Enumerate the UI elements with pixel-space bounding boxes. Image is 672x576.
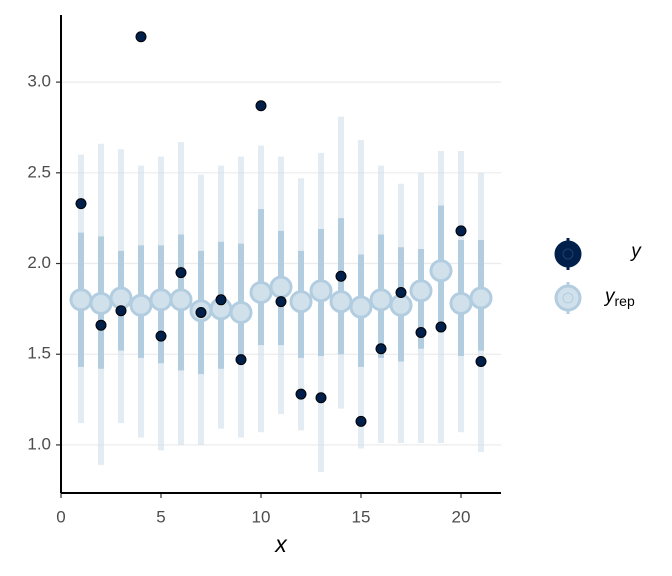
x-tick-label: 20 xyxy=(452,507,471,526)
y-tick-label: 2.0 xyxy=(27,253,51,272)
legend-label: yrep xyxy=(603,286,635,309)
x-tick-label: 15 xyxy=(352,507,371,526)
y-point xyxy=(215,294,227,306)
legend-key xyxy=(554,284,582,312)
y-point xyxy=(95,319,107,331)
yrep-median xyxy=(369,288,393,312)
y-point xyxy=(415,326,427,338)
y-point xyxy=(435,321,447,333)
y-point xyxy=(315,392,327,404)
yrep-median xyxy=(349,295,373,319)
y-point xyxy=(475,355,487,367)
y-point xyxy=(375,343,387,355)
y-point xyxy=(75,198,87,210)
y-point xyxy=(295,388,307,400)
y-point xyxy=(355,415,367,427)
y-point xyxy=(455,225,467,237)
yrep-median xyxy=(149,288,173,312)
legend-label: y xyxy=(629,241,642,262)
x-tick-label: 5 xyxy=(156,507,165,526)
y-tick-label: 3.0 xyxy=(27,72,51,91)
x-axis-title: x xyxy=(274,531,288,557)
y-point xyxy=(335,270,347,282)
legend-key-inner xyxy=(562,248,574,260)
yrep-median xyxy=(69,288,93,312)
yrep-median xyxy=(449,291,473,315)
x-tick-label: 0 xyxy=(56,507,65,526)
y-point xyxy=(275,296,287,308)
yrep-median xyxy=(289,290,313,314)
yrep-median xyxy=(409,279,433,303)
yrep-median xyxy=(429,259,453,283)
x-tick-label: 10 xyxy=(252,507,271,526)
y-point xyxy=(195,307,207,319)
yrep-median xyxy=(269,275,293,299)
y-point xyxy=(255,100,267,112)
y-tick-label: 1.5 xyxy=(27,344,51,363)
yrep-median xyxy=(89,291,113,315)
yrep-median xyxy=(229,301,253,325)
y-point xyxy=(395,287,407,299)
y-tick-label: 2.5 xyxy=(27,162,51,181)
yrep-median xyxy=(109,286,133,310)
legend-key-inner xyxy=(562,292,574,304)
yrep-median xyxy=(469,286,493,310)
y-point xyxy=(115,305,127,317)
legend-label-subscript: rep xyxy=(615,293,635,309)
yrep-median xyxy=(389,293,413,317)
yrep-median xyxy=(169,288,193,312)
yrep-median xyxy=(129,293,153,317)
y-point xyxy=(175,267,187,279)
legend-label-main: y xyxy=(603,286,616,307)
yrep-median xyxy=(309,279,333,303)
yrep-median xyxy=(249,281,273,305)
y-point xyxy=(135,31,147,43)
yrep-median xyxy=(329,290,353,314)
legend-key xyxy=(554,240,582,268)
y-point xyxy=(235,354,247,366)
y-tick-label: 1.0 xyxy=(27,434,51,453)
y-point xyxy=(155,330,167,342)
